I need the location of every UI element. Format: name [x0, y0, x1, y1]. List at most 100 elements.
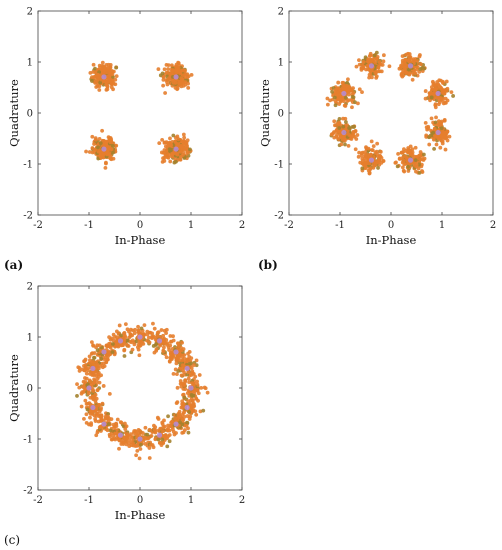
received-sample-point [186, 376, 191, 381]
received-sample-point [400, 165, 405, 170]
received-sample-point [431, 130, 436, 135]
received-sample-point [95, 348, 100, 353]
received-sample-point [195, 388, 200, 393]
ideal-symbol-point [435, 90, 441, 97]
received-sample-point [132, 342, 137, 347]
received-sample-point [175, 385, 180, 390]
x-tick-label: 0 [388, 220, 394, 231]
received-sample-point [350, 94, 355, 99]
received-sample-point [107, 335, 112, 340]
received-sample-point [400, 64, 405, 69]
received-sample-point [104, 343, 109, 348]
received-sample-point [90, 134, 95, 139]
received-sample-point [441, 79, 445, 84]
received-sample-point [418, 150, 423, 154]
received-sample-point [138, 442, 143, 447]
received-sample-point [87, 150, 92, 154]
received-sample-point [166, 345, 171, 350]
received-sample-point [423, 121, 428, 125]
x-tick-label: 0 [137, 495, 143, 506]
panel-label: (c) [4, 533, 20, 547]
received-sample-point [136, 347, 141, 352]
received-sample-point [378, 149, 383, 154]
received-sample-point [369, 139, 374, 144]
received-sample-point [402, 169, 407, 174]
received-sample-point [161, 83, 166, 88]
received-sample-point [110, 350, 115, 355]
received-sample-point [387, 64, 392, 69]
received-sample-point [104, 360, 109, 364]
received-sample-point [97, 88, 102, 92]
received-sample-point [97, 380, 102, 385]
received-sample-point [126, 441, 131, 445]
received-sample-point [406, 164, 410, 169]
ideal-symbol-point [101, 74, 107, 80]
y-tick-label: 0 [27, 109, 33, 120]
received-sample-point [162, 424, 167, 429]
received-sample-point [186, 85, 191, 90]
received-sample-point [110, 72, 115, 77]
received-sample-point [201, 408, 206, 413]
received-sample-point [445, 86, 450, 91]
ticks-layer: -2 -1 0 1 2 -2 -1 0 1 2 [274, 7, 496, 232]
received-sample-point [414, 164, 419, 169]
received-sample-point [346, 143, 351, 148]
received-sample-point [333, 123, 337, 128]
received-sample-point [164, 355, 169, 360]
received-sample-point [178, 71, 182, 76]
received-sample-point [440, 139, 445, 144]
received-sample-point [182, 370, 186, 375]
received-sample-point [158, 426, 163, 431]
received-sample-point [123, 322, 128, 327]
received-sample-point [366, 67, 371, 72]
received-sample-point [429, 116, 434, 121]
received-sample-point [109, 68, 114, 73]
received-sample-point [131, 441, 135, 445]
received-sample-point [347, 126, 352, 130]
received-sample-point [100, 401, 105, 406]
x-tick-label: -1 [84, 220, 94, 231]
received-sample-point [183, 147, 188, 152]
received-sample-point [434, 115, 438, 120]
received-sample-point [413, 158, 418, 163]
received-sample-point [117, 323, 122, 328]
received-sample-point [103, 416, 108, 421]
received-sample-point [428, 98, 432, 103]
received-sample-point [353, 100, 357, 105]
received-sample-point [353, 147, 358, 152]
received-sample-point [354, 64, 359, 69]
received-sample-point [91, 62, 96, 67]
received-sample-point [153, 430, 158, 435]
received-sample-point [106, 422, 111, 426]
received-sample-point [186, 430, 191, 435]
received-sample-point [375, 141, 380, 146]
received-sample-point [81, 385, 85, 389]
received-sample-point [167, 359, 172, 364]
received-sample-point [151, 321, 155, 326]
received-sample-point [328, 98, 333, 103]
received-sample-point [423, 96, 428, 101]
received-sample-point [109, 85, 114, 90]
received-sample-point [190, 381, 195, 385]
ideal-symbol-point [101, 421, 107, 427]
received-sample-point [371, 144, 376, 149]
received-sample-point [122, 347, 127, 352]
received-sample-point [124, 342, 129, 347]
received-sample-point [174, 159, 178, 164]
received-sample-point [186, 399, 191, 404]
received-sample-point [97, 137, 102, 141]
received-sample-point [374, 57, 379, 61]
plot-frame [288, 10, 494, 216]
received-sample-point [105, 87, 110, 92]
received-sample-point [171, 80, 176, 85]
received-sample-point [76, 365, 81, 370]
x-axis-label: In-Phase [115, 233, 166, 247]
received-sample-point [79, 391, 84, 396]
received-sample-point [160, 71, 165, 76]
received-sample-point [185, 150, 190, 155]
received-sample-point [89, 382, 94, 387]
received-sample-point [447, 134, 452, 139]
received-sample-point [114, 65, 119, 70]
received-sample-point [114, 143, 119, 148]
ideal-symbol-point [184, 365, 190, 372]
